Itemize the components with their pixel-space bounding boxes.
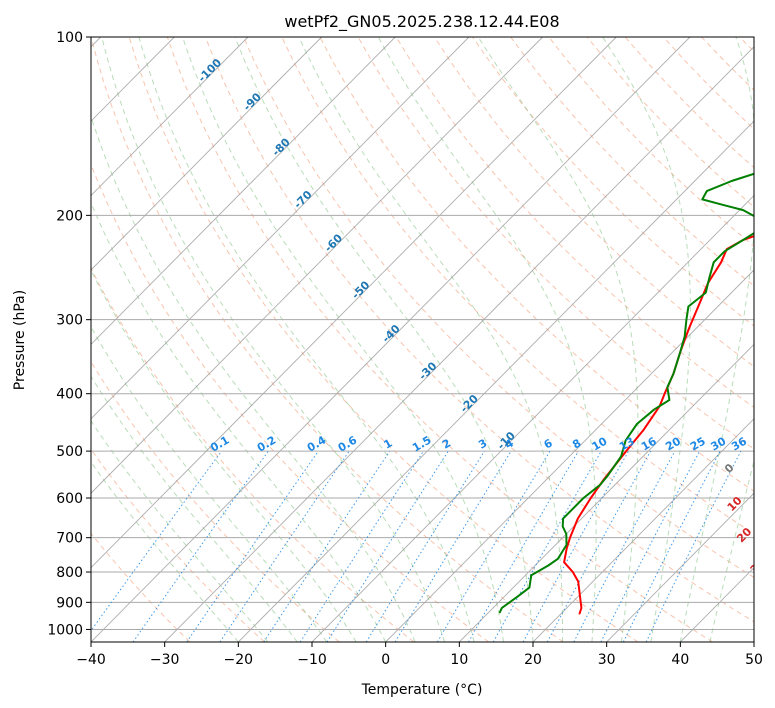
isotherm	[606, 492, 754, 642]
isotherm	[91, 37, 543, 494]
y-tick-label: 300	[56, 313, 83, 329]
mixing-ratio-line	[186, 450, 319, 642]
plot-frame	[90, 36, 755, 643]
dry-adiabat	[91, 360, 340, 642]
mixing-ratio-line	[365, 450, 485, 642]
isotherm	[91, 37, 322, 271]
y-tick-label: 900	[56, 595, 83, 611]
moist-adiabat	[101, 37, 446, 642]
isotherm	[91, 37, 396, 345]
x-tick-label: 20	[524, 652, 542, 668]
y-tick-label: 800	[56, 565, 83, 581]
y-tick-label: 500	[56, 444, 83, 460]
mixing-ratio-line	[91, 450, 222, 632]
dry-adiabat	[204, 37, 754, 623]
mixing-ratio-line	[546, 450, 652, 642]
mixing-ratio-line	[492, 450, 602, 642]
dewpoint-profile-line	[498, 172, 754, 614]
mixing-ratio-line	[326, 450, 449, 642]
x-tick-label: 30	[598, 652, 616, 668]
moist-adiabat	[91, 269, 357, 642]
isotherm	[91, 37, 470, 420]
isotherm	[238, 120, 754, 642]
mixing-ratio-line	[394, 450, 512, 642]
x-tick-label: 10	[450, 652, 468, 668]
grid-layer	[91, 37, 754, 642]
isotherm	[91, 37, 617, 569]
moist-adiabat	[138, 37, 475, 642]
isotherm	[459, 343, 754, 642]
dry-adiabat	[128, 37, 639, 642]
x-tick-label: −10	[297, 652, 327, 668]
moist-adiabat	[298, 37, 563, 642]
mixing-ratio-line	[132, 450, 269, 642]
y-tick-label: 700	[56, 531, 83, 547]
x-tick-label: −40	[76, 652, 106, 668]
dry-adiabat	[91, 532, 191, 642]
x-tick-label: 50	[745, 652, 763, 668]
y-tick-label: 600	[56, 491, 83, 507]
y-axis-title: Pressure (hPa)	[12, 290, 28, 390]
moist-adiabat	[602, 37, 691, 642]
mixing-ratio-line	[573, 450, 676, 642]
moist-adiabat	[91, 325, 328, 642]
isotherm	[164, 46, 754, 642]
x-tick-label: 0	[381, 652, 390, 668]
isotherm	[91, 37, 249, 197]
x-tick-label: −30	[150, 652, 180, 668]
dry-adiabat	[166, 37, 713, 642]
axis-layer: −40 −30 −20 −10 0 10 20 30 40 50 1000 900 800 700 600 5…	[47, 30, 763, 668]
y-tick-label: 100	[56, 30, 83, 46]
mixing-ratio-line	[219, 450, 350, 642]
y-tick-label: 1000	[47, 622, 83, 638]
dry-adiabat	[357, 37, 754, 450]
moist-adiabat	[91, 420, 269, 642]
moist-adiabat-label: 30	[748, 556, 768, 576]
isotherm	[91, 37, 691, 642]
mixing-ratio-line	[263, 450, 391, 642]
moist-adiabat	[91, 375, 298, 642]
isotherm	[311, 194, 754, 642]
mixing-ratio-line	[622, 450, 721, 642]
dry-adiabat	[472, 37, 754, 327]
y-tick-label: 400	[56, 387, 83, 403]
series-layer	[498, 172, 754, 615]
moist-adiabat	[182, 37, 504, 642]
isotherm	[532, 418, 754, 642]
moist-adiabat	[91, 461, 239, 642]
moist-adiabat	[377, 37, 597, 642]
mixing-ratio-line	[299, 450, 424, 642]
x-axis-title: Temperature (°C)	[361, 682, 483, 698]
dry-adiabat	[91, 37, 564, 642]
x-tick-label: −20	[224, 652, 254, 668]
mixing-ratio-line	[645, 450, 742, 642]
moist-adiabat	[234, 37, 534, 642]
chart-title: wetPf2_GN05.2025.238.12.44.E08	[284, 12, 559, 32]
dry-adiabat	[91, 163, 489, 642]
x-tick-label: 40	[671, 652, 689, 668]
moist-adiabat	[477, 37, 639, 642]
y-tick-label: 200	[56, 208, 83, 224]
temperature-profile-line	[563, 235, 754, 615]
dry-adiabat	[319, 37, 754, 492]
moist-adiabat	[91, 201, 387, 642]
